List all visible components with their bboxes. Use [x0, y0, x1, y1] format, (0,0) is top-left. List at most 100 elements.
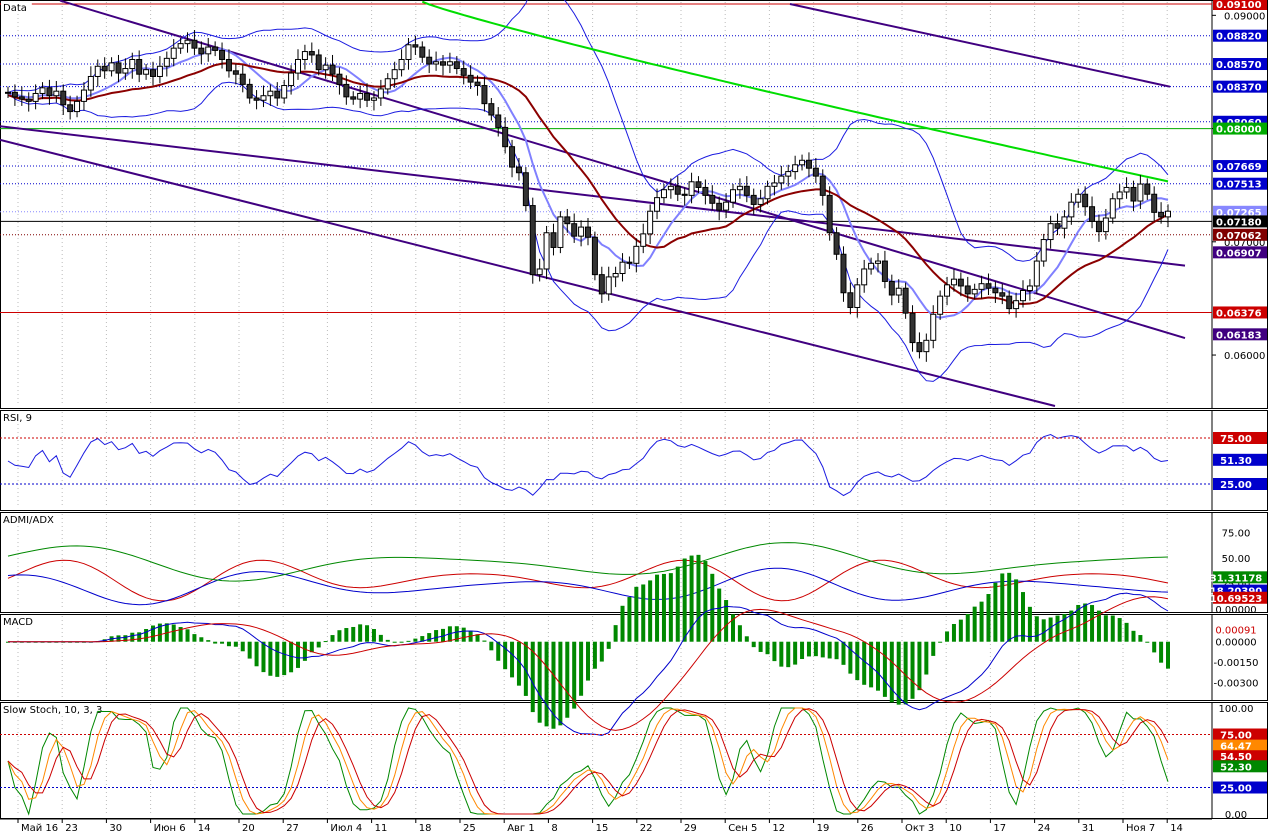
- candle-body: [122, 68, 129, 74]
- macd-bar: [185, 629, 190, 642]
- macd-bar: [972, 606, 977, 642]
- macd-bar: [537, 641, 542, 723]
- macd-bar: [151, 625, 155, 642]
- x-tick-label: Июл 4: [330, 823, 362, 834]
- candle-body: [136, 58, 143, 75]
- macd-bar: [1110, 615, 1115, 642]
- macd-bar: [772, 641, 777, 662]
- candle-body: [881, 260, 888, 282]
- candle-body: [143, 69, 150, 75]
- candle-body: [1109, 198, 1116, 219]
- candle-body: [467, 74, 474, 83]
- macd-bar: [330, 635, 335, 642]
- price-badge: 0.07180: [1216, 217, 1262, 228]
- candle-body: [909, 312, 916, 344]
- adx-tick: 0.00000: [1215, 605, 1256, 616]
- candle-body: [370, 97, 377, 101]
- macd-bar: [1076, 604, 1081, 642]
- panel-main-frame: [0, 0, 1268, 409]
- macd-bar: [813, 641, 818, 657]
- price-badge: 0.07062: [1216, 231, 1262, 242]
- price-badge-bg: [1213, 58, 1267, 71]
- candle-body: [840, 253, 847, 294]
- panel-stoch-title-bg: [1, 703, 131, 715]
- channel-lines: [0, 0, 1186, 407]
- candle-body: [1158, 211, 1165, 218]
- candle-body: [398, 58, 405, 71]
- candle-body: [585, 226, 591, 238]
- candle-body: [502, 126, 509, 148]
- macd-bar: [958, 619, 963, 642]
- macd-bar: [993, 582, 998, 642]
- candle-body: [384, 78, 391, 90]
- candle-body: [446, 61, 453, 66]
- candle-body: [419, 46, 426, 58]
- macd-bar: [144, 629, 149, 642]
- macd-bar: [19, 641, 24, 643]
- candle-body: [246, 83, 253, 99]
- candle-body: [923, 339, 930, 353]
- macd-bar: [68, 641, 73, 643]
- macd-bar: [316, 641, 321, 648]
- candle-body: [460, 68, 467, 76]
- price-badge: 0.07265: [1216, 208, 1262, 219]
- x-tick-label: Июн 6: [154, 823, 186, 834]
- macd-bar: [482, 640, 487, 642]
- price-badge-bg: [1213, 306, 1267, 319]
- macd-bar: [233, 641, 238, 647]
- candle-body: [232, 70, 239, 75]
- macd-bar: [1014, 579, 1019, 642]
- candle-body: [177, 43, 184, 49]
- macd-bar: [938, 641, 943, 643]
- macd-bar: [247, 641, 252, 659]
- x-tick-label: 14: [1170, 823, 1183, 834]
- macd-bar: [579, 641, 584, 696]
- bollinger-lower-line: [7, 81, 1169, 382]
- price-badge-bg: [1213, 177, 1267, 190]
- rsi-tick-25: 25.00: [1220, 480, 1252, 491]
- candles: [5, 30, 1171, 362]
- macd-bar: [889, 641, 894, 703]
- candle-body: [667, 185, 674, 191]
- x-tick-label: 18: [419, 823, 432, 834]
- candle-body: [736, 185, 743, 191]
- panel-adx-title: ADMI/ADX: [3, 515, 54, 526]
- macd-bar: [848, 641, 853, 674]
- x-tick-label: 12: [772, 823, 785, 834]
- candle-body: [750, 194, 757, 205]
- candle-body: [87, 75, 94, 91]
- candle-body: [799, 159, 806, 166]
- candle-body: [288, 72, 295, 87]
- macd-bar: [178, 627, 183, 642]
- macd-bar: [592, 641, 597, 669]
- macd-bar: [365, 625, 370, 642]
- macd-bar: [530, 641, 535, 713]
- rsi-tick-75: 75.00: [1220, 434, 1252, 445]
- price-tick-label: 0.06000: [1224, 351, 1265, 362]
- candle-body: [792, 164, 799, 173]
- candle-body: [295, 58, 301, 74]
- macd-current-label: 0.00091: [1215, 626, 1256, 637]
- candle-body: [964, 285, 971, 295]
- macd-bar: [841, 641, 846, 665]
- x-tick-label: 11: [375, 823, 388, 834]
- macd-bar: [627, 597, 632, 642]
- stoch-tick-75-bg: [1213, 728, 1267, 741]
- macd-bar: [192, 634, 197, 642]
- candle-body: [785, 171, 792, 177]
- x-tick-label: 23: [65, 823, 78, 834]
- candle-body: [522, 172, 529, 207]
- candle-body: [495, 114, 502, 128]
- panel-macd-title: MACD: [3, 617, 33, 628]
- candle-body: [992, 287, 999, 294]
- panel-main-title-bg: [1, 1, 32, 13]
- macd-bar: [296, 641, 300, 668]
- macd-bar: [1069, 610, 1074, 642]
- macd-bar: [171, 624, 176, 642]
- candle-body: [74, 100, 81, 113]
- candle-body: [930, 313, 937, 341]
- adx-line: [7, 542, 1169, 582]
- panel-stoch-title: Slow Stoch, 10, 3, 3: [3, 705, 102, 716]
- macd-bar: [392, 641, 397, 643]
- candle-body: [895, 287, 902, 296]
